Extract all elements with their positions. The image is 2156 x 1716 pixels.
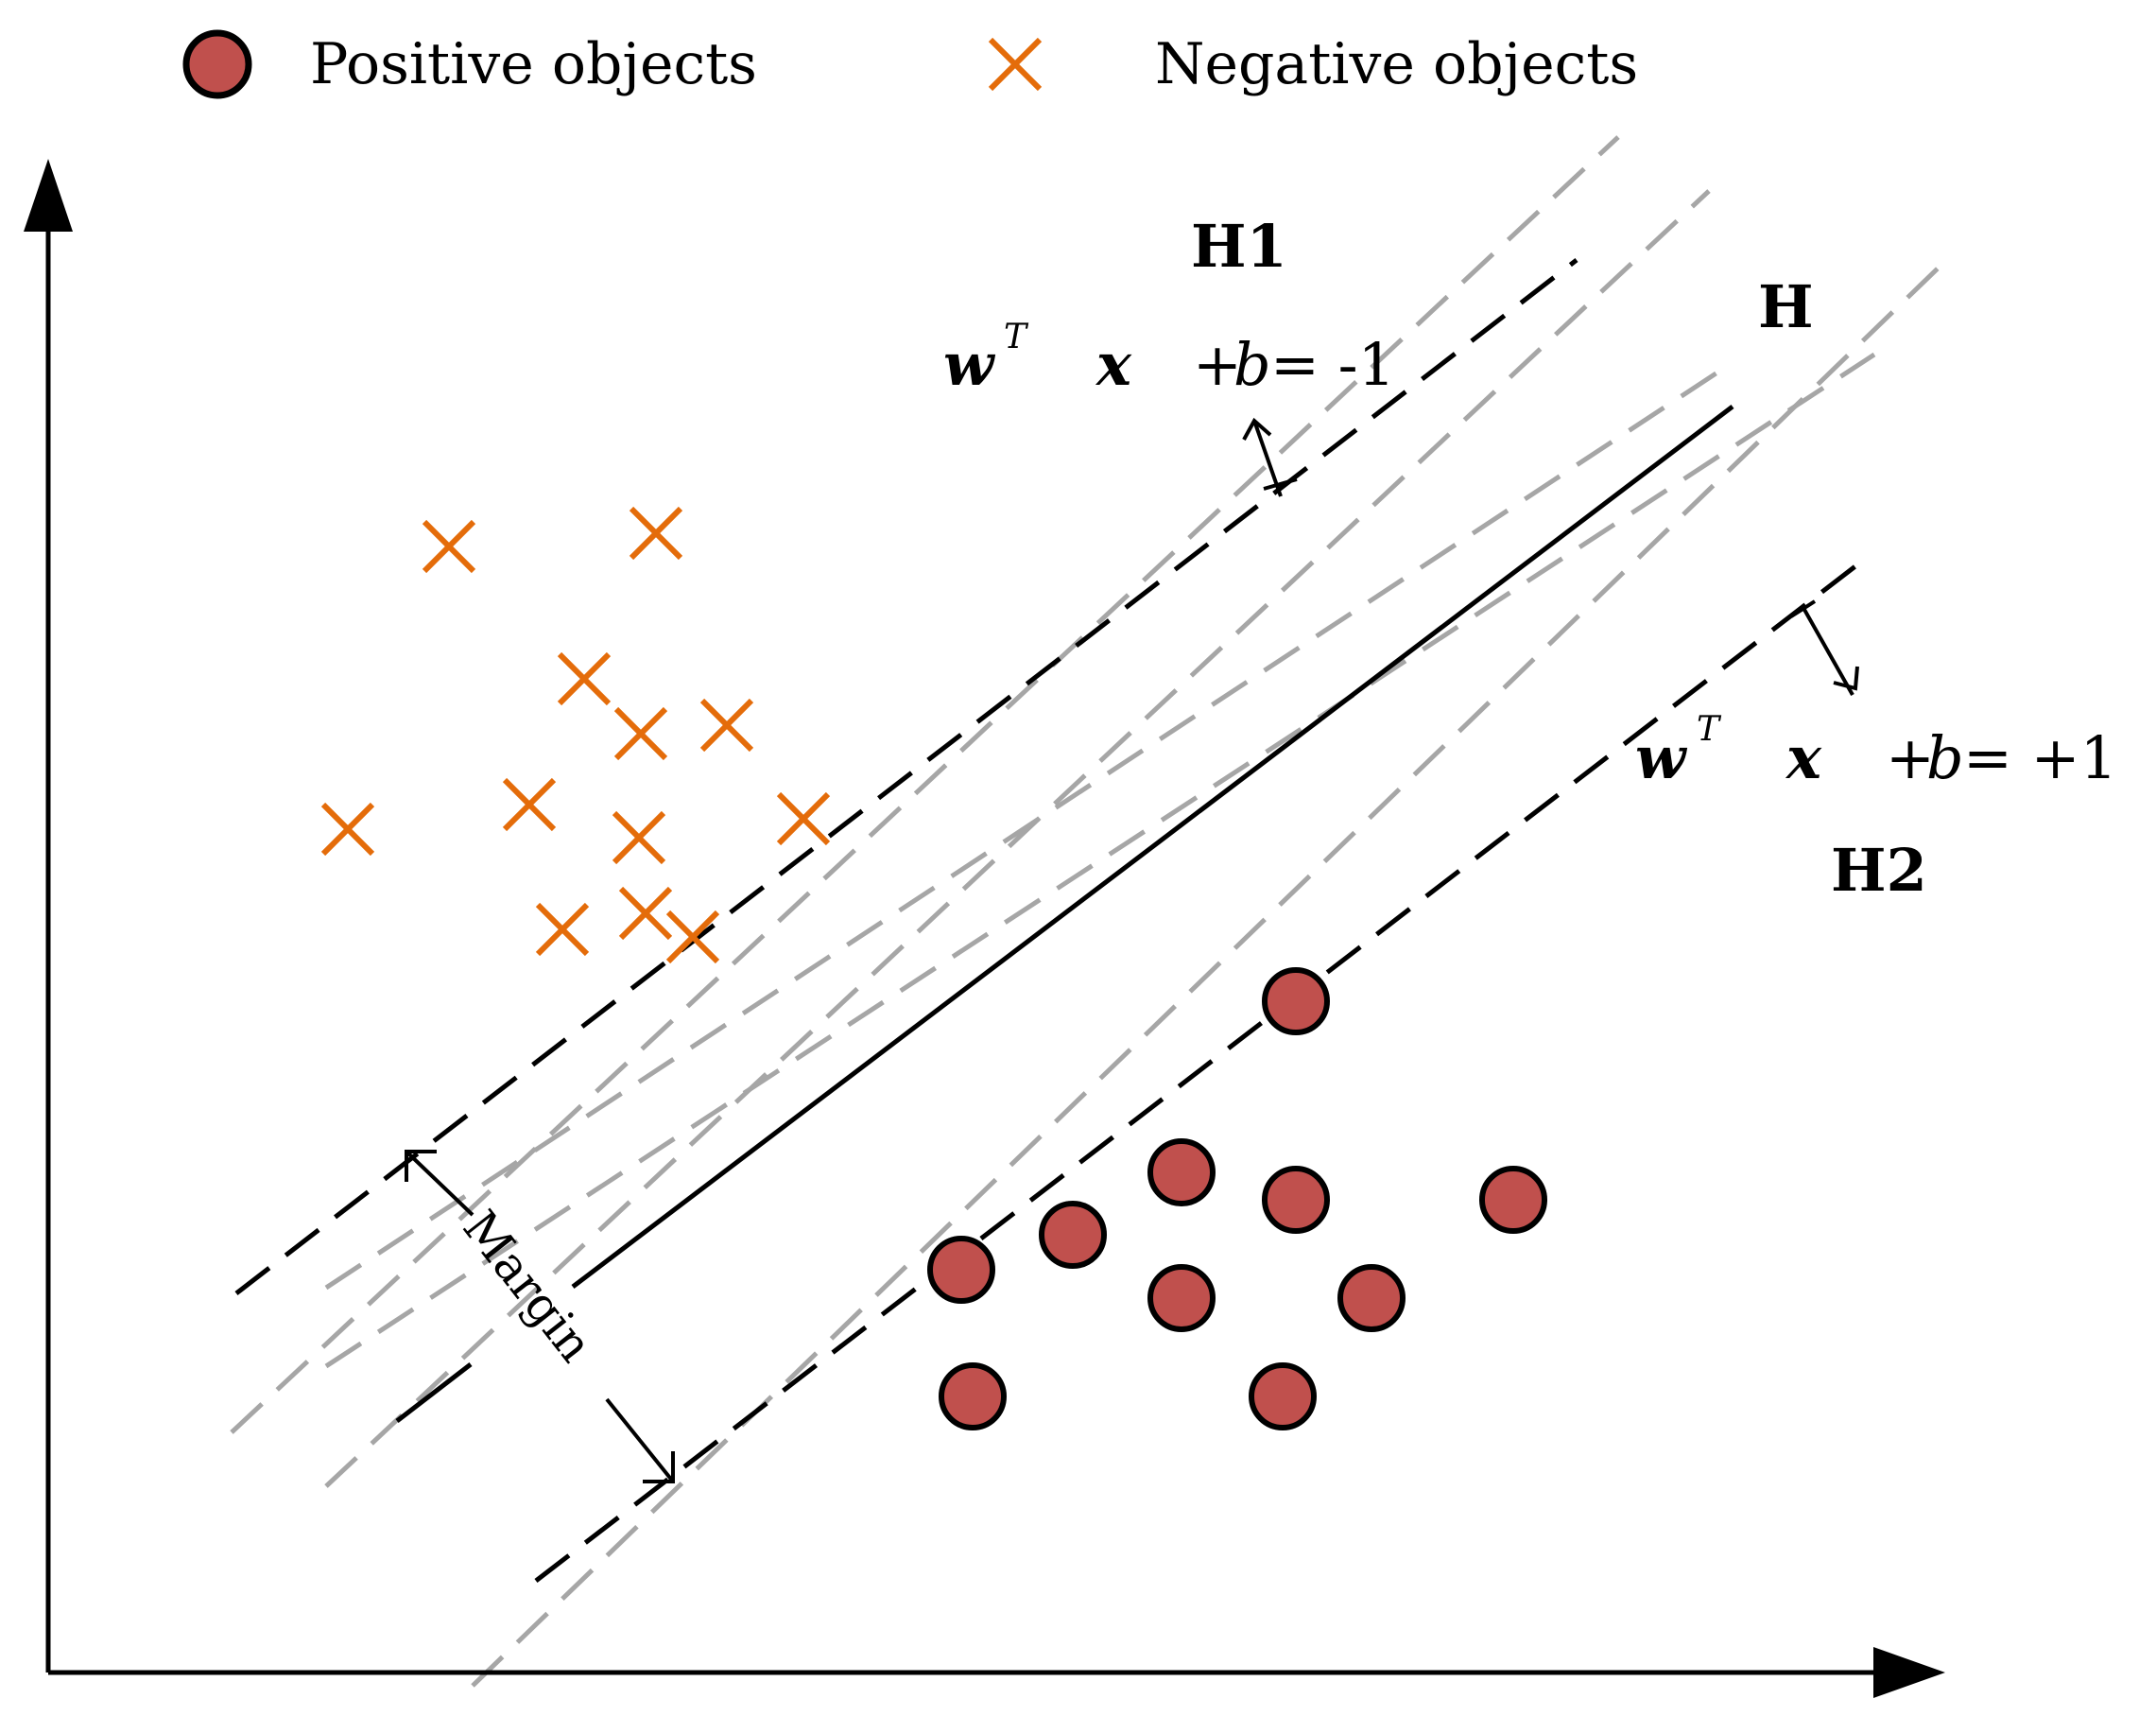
legend-negative-marker: [988, 37, 1043, 92]
upper-eq-w: w: [943, 330, 996, 399]
positive-object: [1337, 1264, 1406, 1332]
negative-object: [612, 810, 666, 865]
lower-eq-sup: T: [1697, 710, 1722, 749]
axes: [24, 159, 1945, 1698]
candidate-line-3: [324, 366, 1725, 1291]
negative-object: [320, 802, 375, 857]
positive-objects: [927, 967, 1547, 1430]
legend-negative-label: Negative objects: [1155, 31, 1638, 97]
negative-object: [776, 791, 831, 846]
negative-object: [557, 651, 612, 706]
candidate-hyperplanes: [230, 135, 1941, 1688]
candidate-line-1: [230, 135, 1620, 1434]
lower-eq-w: w: [1635, 723, 1688, 792]
h2-margin-line: [534, 558, 1866, 1583]
negative-object: [699, 698, 754, 753]
upper-eq-sup: T: [1004, 318, 1029, 356]
negative-object: [629, 506, 683, 561]
legend: Positive objects Negative objects: [182, 29, 1638, 99]
candidate-line-2: [324, 189, 1711, 1488]
negative-object: [502, 777, 557, 832]
h-optimal-hyperplane: [571, 405, 1734, 1289]
negative-object: [422, 519, 476, 574]
h-optimal-hyperplane-tail: [395, 1362, 473, 1423]
candidate-line-5: [324, 352, 1876, 1369]
positive-object: [1262, 1166, 1330, 1234]
negative-object: [613, 706, 668, 761]
positive-object: [939, 1362, 1007, 1430]
h1-margin-line: [234, 258, 1578, 1295]
h2-normal-arrow: [1789, 599, 1859, 696]
positive-object: [1479, 1166, 1547, 1234]
upper-eq-plus: +: [1193, 330, 1242, 399]
negative-object: [618, 886, 673, 941]
positive-object: [1262, 967, 1330, 1035]
lower-eq-rhs: = +1: [1963, 723, 2117, 792]
y-axis-arrowhead: [24, 159, 73, 232]
positive-object: [1249, 1362, 1317, 1430]
h1-normal-arrow: [1242, 417, 1298, 497]
h1-label: H1: [1191, 212, 1287, 281]
negative-object: [665, 910, 720, 964]
upper-eq-x: x: [1095, 330, 1132, 399]
lower-eq-plus: +: [1886, 723, 1935, 792]
upper-equation: w T x + b = -1: [943, 318, 1395, 399]
h2-label: H2: [1831, 836, 1927, 905]
positive-object: [1039, 1201, 1107, 1269]
upper-eq-rhs: = -1: [1270, 330, 1395, 399]
positive-object: [1147, 1264, 1216, 1332]
positive-object: [1147, 1138, 1216, 1206]
upper-eq-b: b: [1233, 330, 1271, 399]
h-label: H: [1758, 272, 1814, 341]
lower-eq-x: x: [1785, 723, 1822, 792]
positive-object: [927, 1236, 995, 1304]
candidate-line-4: [471, 265, 1941, 1688]
negative-object: [535, 902, 590, 957]
legend-positive-label: Positive objects: [310, 31, 757, 97]
lower-eq-b: b: [1926, 723, 1964, 792]
negative-objects: [320, 506, 831, 964]
margin-arrow: [405, 1150, 675, 1483]
lower-equation: w T x + b = +1: [1635, 710, 2117, 792]
x-axis-arrowhead: [1873, 1647, 1945, 1698]
legend-positive-marker: [182, 29, 252, 99]
